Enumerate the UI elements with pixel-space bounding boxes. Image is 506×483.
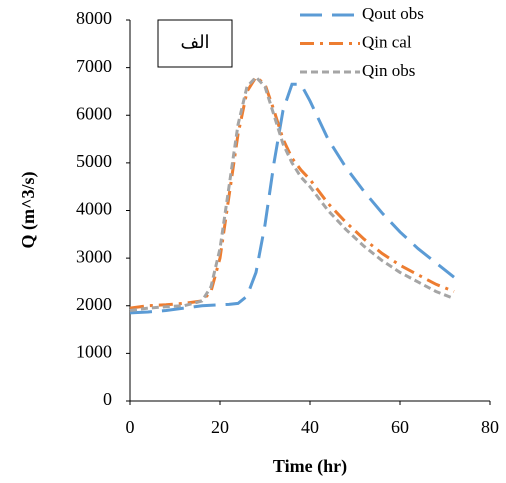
y-tick-label: 8000 — [76, 8, 112, 28]
y-tick-label: 1000 — [76, 342, 112, 362]
legend-label: Qin obs — [362, 61, 415, 80]
series-line — [129, 74, 455, 310]
y-tick-label: 2000 — [76, 294, 112, 314]
x-tick-label: 0 — [126, 417, 135, 437]
series-line — [129, 82, 455, 315]
x-tick-label: 80 — [481, 417, 499, 437]
y-tick-label: 4000 — [76, 199, 112, 219]
x-axis-title: Time (hr) — [273, 456, 347, 477]
annotation: الف — [180, 32, 209, 52]
series-line — [129, 74, 455, 313]
y-tick-label: 0 — [103, 389, 112, 409]
y-tick-label: 3000 — [76, 246, 112, 266]
annotation-box — [157, 19, 233, 68]
x-tick-label: 40 — [301, 417, 319, 437]
y-tick-label: 5000 — [76, 151, 112, 171]
x-tick-label: 60 — [391, 417, 409, 437]
x-tick-label: 20 — [211, 417, 229, 437]
legend-label: Qout obs — [362, 4, 424, 23]
y-tick-label: 7000 — [76, 56, 112, 76]
y-axis-title: Q (m^3/s) — [18, 172, 39, 249]
legend-label: Qin cal — [362, 32, 412, 51]
y-tick-label: 6000 — [76, 103, 112, 123]
